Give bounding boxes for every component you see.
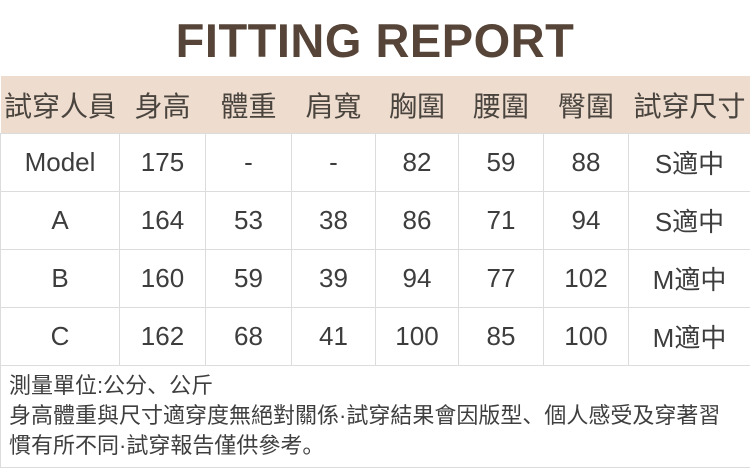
table-cell: 88 bbox=[543, 133, 629, 192]
table-cell: 59 bbox=[205, 249, 292, 308]
table-cell: 162 bbox=[119, 307, 206, 366]
notes-cell: 測量單位:公分、公斤 身高體重與尺寸適穿度無絕對關係·試穿結果會因版型、個人感受… bbox=[0, 365, 750, 468]
table-cell: 94 bbox=[375, 249, 459, 308]
table-row-b: B 160 59 39 94 77 102 M適中 bbox=[0, 249, 750, 308]
table-row-c: C 162 68 41 100 85 100 M適中 bbox=[0, 307, 750, 366]
table-cell: 160 bbox=[119, 249, 206, 308]
table-cell: A bbox=[0, 191, 120, 250]
fitting-table: 試穿人員 身高 體重 肩寬 胸圍 腰圍 臀圍 試穿尺寸 Model 175 - … bbox=[0, 76, 750, 468]
table-cell: 85 bbox=[458, 307, 544, 366]
column-header-weight: 體重 bbox=[205, 76, 292, 134]
table-cell: B bbox=[0, 249, 120, 308]
table-cell: 102 bbox=[543, 249, 629, 308]
column-header-shoulder: 肩寬 bbox=[291, 76, 376, 134]
table-cell: 100 bbox=[375, 307, 459, 366]
table-cell: 59 bbox=[458, 133, 544, 192]
table-cell: 175 bbox=[119, 133, 206, 192]
table-cell: 164 bbox=[119, 191, 206, 250]
table-cell: - bbox=[205, 133, 292, 192]
table-cell: 94 bbox=[543, 191, 629, 250]
column-header-bust: 胸圍 bbox=[375, 76, 459, 134]
table-cell: 41 bbox=[291, 307, 376, 366]
table-row-model: Model 175 - - 82 59 88 S適中 bbox=[0, 133, 750, 192]
table-cell: M適中 bbox=[628, 249, 750, 308]
column-header-fitter: 試穿人員 bbox=[0, 76, 120, 134]
measurement-unit-note: 測量單位:公分、公斤 bbox=[9, 373, 214, 398]
table-cell: 71 bbox=[458, 191, 544, 250]
table-cell: S適中 bbox=[628, 191, 750, 250]
disclaimer-note: 身高體重與尺寸適穿度無絕對關係·試穿結果會因版型、個人感受及穿著習慣有所不同·試… bbox=[9, 403, 721, 458]
table-cell: 39 bbox=[291, 249, 376, 308]
table-cell: C bbox=[0, 307, 120, 366]
column-header-height: 身高 bbox=[119, 76, 206, 134]
page-title: FITTING REPORT bbox=[175, 14, 575, 67]
notes-row: 測量單位:公分、公斤 身高體重與尺寸適穿度無絕對關係·試穿結果會因版型、個人感受… bbox=[0, 365, 750, 468]
column-header-hip: 臀圍 bbox=[543, 76, 629, 134]
table-cell: S適中 bbox=[628, 133, 750, 192]
column-header-size: 試穿尺寸 bbox=[628, 76, 750, 134]
table-cell: 68 bbox=[205, 307, 292, 366]
table-cell: 100 bbox=[543, 307, 629, 366]
table-cell: 82 bbox=[375, 133, 459, 192]
table-cell: - bbox=[291, 133, 376, 192]
table-cell: Model bbox=[0, 133, 120, 192]
column-header-waist: 腰圍 bbox=[458, 76, 544, 134]
table-cell: 53 bbox=[205, 191, 292, 250]
header-row: 試穿人員 身高 體重 肩寬 胸圍 腰圍 臀圍 試穿尺寸 bbox=[0, 76, 750, 134]
table-cell: 38 bbox=[291, 191, 376, 250]
table-cell: 77 bbox=[458, 249, 544, 308]
table-row-a: A 164 53 38 86 71 94 S適中 bbox=[0, 191, 750, 250]
table-cell: 86 bbox=[375, 191, 459, 250]
table-cell: M適中 bbox=[628, 307, 750, 366]
